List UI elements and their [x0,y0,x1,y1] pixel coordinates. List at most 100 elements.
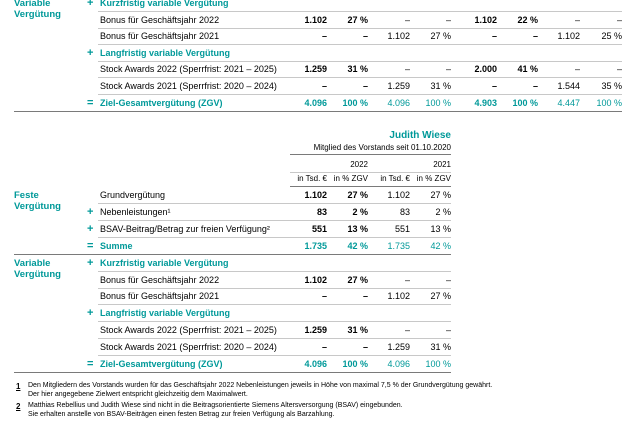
cell: 100 % [596,97,622,108]
cell: 42 % [430,240,451,251]
row-operator: + [87,46,94,59]
row-label: Summe [100,240,133,251]
row-label: Grundvergütung [100,190,166,200]
cell: 1.102 [557,31,580,42]
row-label: Bonus für Geschäftsjahr 2022 [100,274,220,285]
row-operator: = [87,358,94,370]
rule [98,321,451,323]
row-operator: = [87,96,94,109]
cell: – [445,14,451,25]
cell: 13 % [347,223,368,234]
cell: 551 [311,223,327,234]
cell: – [616,64,622,75]
rule [98,287,451,289]
cell: 31 % [430,81,451,91]
cell: 1.102 [304,190,327,200]
cell: 31 % [347,64,368,75]
cell: – [362,81,368,91]
unit: in Tsd. € [380,174,410,183]
cell: 13 % [430,223,451,234]
cell: 4.096 [304,359,327,369]
cell: 1.259 [387,81,410,91]
cell: 2 % [352,206,368,217]
rule [98,44,622,46]
cell: – [362,31,368,42]
row-label: Nebenleistungen¹ [100,206,171,217]
rule [98,60,622,62]
cell: – [404,64,410,75]
row-label: Bonus für Geschäftsjahr 2022 [100,14,220,25]
cell: 1.102 [387,31,410,42]
section-label: Variable Vergütung [14,0,61,20]
rule [98,11,622,12]
year: 2022 [350,160,368,169]
cell: 27 % [347,274,368,285]
cell: 100 % [425,97,451,108]
cell: 4.096 [387,359,410,369]
cell: 83 [399,206,410,217]
rule [98,355,451,357]
cell: 2.000 [474,64,497,75]
rule [290,172,451,173]
section-label: Variable Vergütung [14,257,61,280]
unit: in Tsd. € [297,174,327,183]
cell: – [404,325,410,336]
cell: 25 % [601,31,622,42]
cell: 31 % [347,325,368,336]
cell: 41 % [517,64,538,75]
row-label: Langfristig variable Vergütung [100,308,231,319]
footnote-text: Matthias Rebellius und Judith Wiese sind… [28,402,403,409]
cell: – [445,274,451,285]
rule [98,338,451,340]
cell: 100 % [425,359,451,369]
cell: 1.544 [557,81,580,91]
row-operator: + [87,222,94,235]
row-label: BSAV-Beitrag/Betrag zur freien Verfügung… [100,223,270,234]
cell: – [445,64,451,75]
cell: 100 % [342,97,368,108]
cell: 4.096 [304,97,327,108]
rule [98,304,451,306]
cell: 1.102 [474,14,497,25]
cell: 27 % [430,291,451,302]
cell: 4.903 [474,97,497,108]
rule [98,219,451,221]
cell: 1.259 [387,342,410,353]
cell: 27 % [430,190,451,200]
cell: 4.447 [557,97,580,108]
rule [14,372,451,373]
rule [14,110,622,112]
footnote-text: Den Mitgliedern des Vorstands wurden für… [28,382,493,389]
row-label: Kurzfristig variable Vergütung [100,0,229,8]
rule [98,94,622,95]
row-label: Bonus für Geschäftsjahr 2021 [100,31,220,42]
cell: – [574,64,580,75]
rule [98,203,451,204]
row-label: Ziel-Gesamtvergütung (ZGV) [100,359,223,369]
cell: – [532,31,538,42]
cell: 1.102 [304,14,327,25]
row-label: Stock Awards 2021 (Sperrfrist: 2020 – 20… [100,81,277,91]
cell: – [362,291,368,302]
cell: 31 % [430,342,451,353]
cell: – [321,31,327,42]
member-since: Mitglied des Vorstands seit 01.10.2020 [313,143,451,152]
footnote-text: Sie erhalten anstelle von BSAV-Beiträgen… [28,411,335,418]
row-operator: = [87,239,94,252]
cell: – [491,31,497,42]
footnote-marker: 1 [16,382,21,391]
cell: 1.102 [387,291,410,302]
unit: in % ZGV [333,174,368,183]
cell: – [532,81,538,91]
row-label: Kurzfristig variable Vergütung [100,257,229,268]
cell: 551 [394,223,410,234]
year: 2021 [433,160,451,169]
row-operator: + [87,0,94,9]
cell: 100 % [512,97,538,108]
cell: 1.102 [387,190,410,200]
cell: – [404,274,410,285]
row-operator: + [87,256,94,269]
cell: 2 % [435,206,451,217]
cell: 4.096 [387,97,410,108]
